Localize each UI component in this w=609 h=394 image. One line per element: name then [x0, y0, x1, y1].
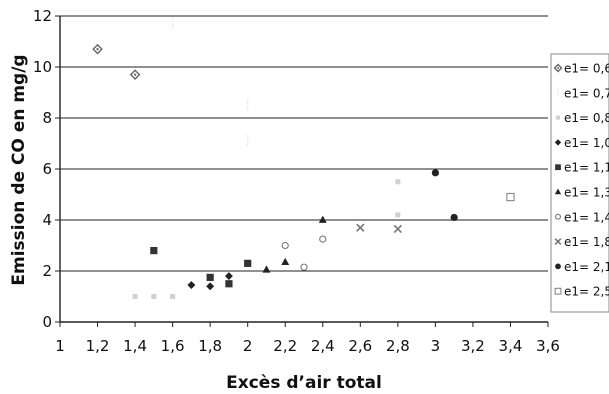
data-point — [393, 224, 403, 234]
y-tick-labels: 0 2 4 6 8 10 12 — [33, 7, 52, 331]
data-point — [554, 188, 562, 195]
y-tick-label: 4 — [42, 211, 52, 229]
legend-item: e1= 2,1 — [555, 260, 609, 274]
x-tick-label: 3 — [431, 337, 441, 355]
data-point — [170, 293, 176, 300]
gridlines — [60, 15, 548, 323]
x-axis-title: Excès d’air total — [226, 373, 382, 393]
legend-item: e1= 0,6 — [553, 62, 609, 76]
legend-label: e1= 2,1 — [564, 260, 609, 274]
axes — [55, 15, 549, 327]
x-tick-label: 3,2 — [461, 337, 485, 355]
legend-item: e1= 0,7 — [557, 86, 609, 100]
y-tick-label: 10 — [33, 58, 52, 76]
data-point — [132, 293, 138, 300]
y-tick-label: 0 — [42, 313, 52, 331]
data-point — [92, 43, 103, 55]
data-point — [206, 282, 215, 291]
data-point — [395, 179, 401, 185]
x-tick-label: 1,6 — [161, 337, 185, 355]
legend-label: e1= 0,7 — [564, 86, 609, 100]
data-point — [506, 192, 515, 202]
legend-item: e1= 1,0 — [554, 136, 609, 150]
data-point — [555, 164, 561, 171]
data-point — [281, 257, 290, 265]
data-point — [281, 241, 289, 250]
data-point — [554, 238, 562, 246]
data-point — [555, 263, 561, 270]
data-point — [356, 223, 365, 232]
legend-box — [550, 53, 609, 313]
data-point — [554, 139, 562, 146]
data-point — [262, 265, 271, 273]
x-tick-labels: 1 1,2 1,4 1,6 1,8 2 2,2 2,4 2,6 2,8 3 3,2 3,4 3,6 — [55, 337, 560, 355]
data-point — [225, 280, 233, 288]
data-point — [450, 213, 458, 222]
data-point — [395, 212, 401, 218]
legend-item: e1= 2,5 — [554, 285, 609, 299]
x-tick-label: 2,4 — [311, 337, 335, 355]
legend-label: e1= 1,0 — [564, 136, 609, 150]
legend-label: e1= 1,8 — [564, 235, 609, 249]
y-tick-label: 6 — [42, 160, 52, 178]
y-tick-label: 2 — [42, 262, 52, 280]
legend-item: e1= 1,1 — [555, 161, 609, 175]
legend-item: e1= 0,8 — [555, 111, 609, 125]
data-point — [431, 169, 439, 177]
legend-label: e1= 0,8 — [564, 111, 609, 125]
x-tick-label: 3,4 — [499, 337, 523, 355]
data-point — [555, 213, 561, 220]
data-points — [92, 17, 515, 300]
data-point — [206, 273, 214, 281]
data-point — [187, 281, 196, 289]
data-point — [244, 259, 252, 267]
data-point — [318, 215, 327, 223]
data-point — [319, 235, 327, 243]
x-tick-label: 2 — [243, 337, 253, 355]
data-point — [151, 293, 157, 300]
legend-label: e1= 0,6 — [564, 62, 609, 76]
legend-label: e1= 1,3 — [564, 186, 609, 200]
data-point — [555, 115, 561, 120]
x-tick-label: 2,2 — [273, 337, 297, 355]
y-tick-label: 8 — [42, 109, 52, 127]
data-point — [224, 272, 233, 281]
legend: e1= 0,6 e1= 0,7 e1= 0,8 e1= 1,0 e1= 1,1 e1= 1… — [550, 53, 609, 313]
legend-item: e1= 1,4 — [555, 210, 609, 224]
y-axis-title: Emission de CO en mg/g — [9, 54, 29, 285]
legend-label: e1= 1,1 — [564, 161, 609, 175]
data-point — [553, 63, 563, 73]
x-tick-label: 1,2 — [86, 337, 110, 355]
x-tick-label: 2,8 — [386, 337, 410, 355]
x-tick-label: 2,6 — [348, 337, 372, 355]
legend-item: e1= 1,3 — [554, 186, 609, 200]
x-tick-label: 3,6 — [536, 337, 560, 355]
legend-label: e1= 1,4 — [564, 210, 609, 224]
legend-label: e1= 2,5 — [564, 285, 609, 299]
data-point — [300, 263, 308, 271]
x-tick-label: 1,4 — [123, 337, 147, 355]
y-tick-label: 12 — [33, 7, 52, 25]
legend-item: e1= 1,8 — [554, 235, 609, 249]
x-tick-label: 1,8 — [198, 337, 222, 355]
x-tick-label: 1 — [55, 337, 65, 355]
data-point — [150, 247, 158, 255]
data-point — [129, 69, 141, 80]
data-point — [554, 287, 562, 295]
